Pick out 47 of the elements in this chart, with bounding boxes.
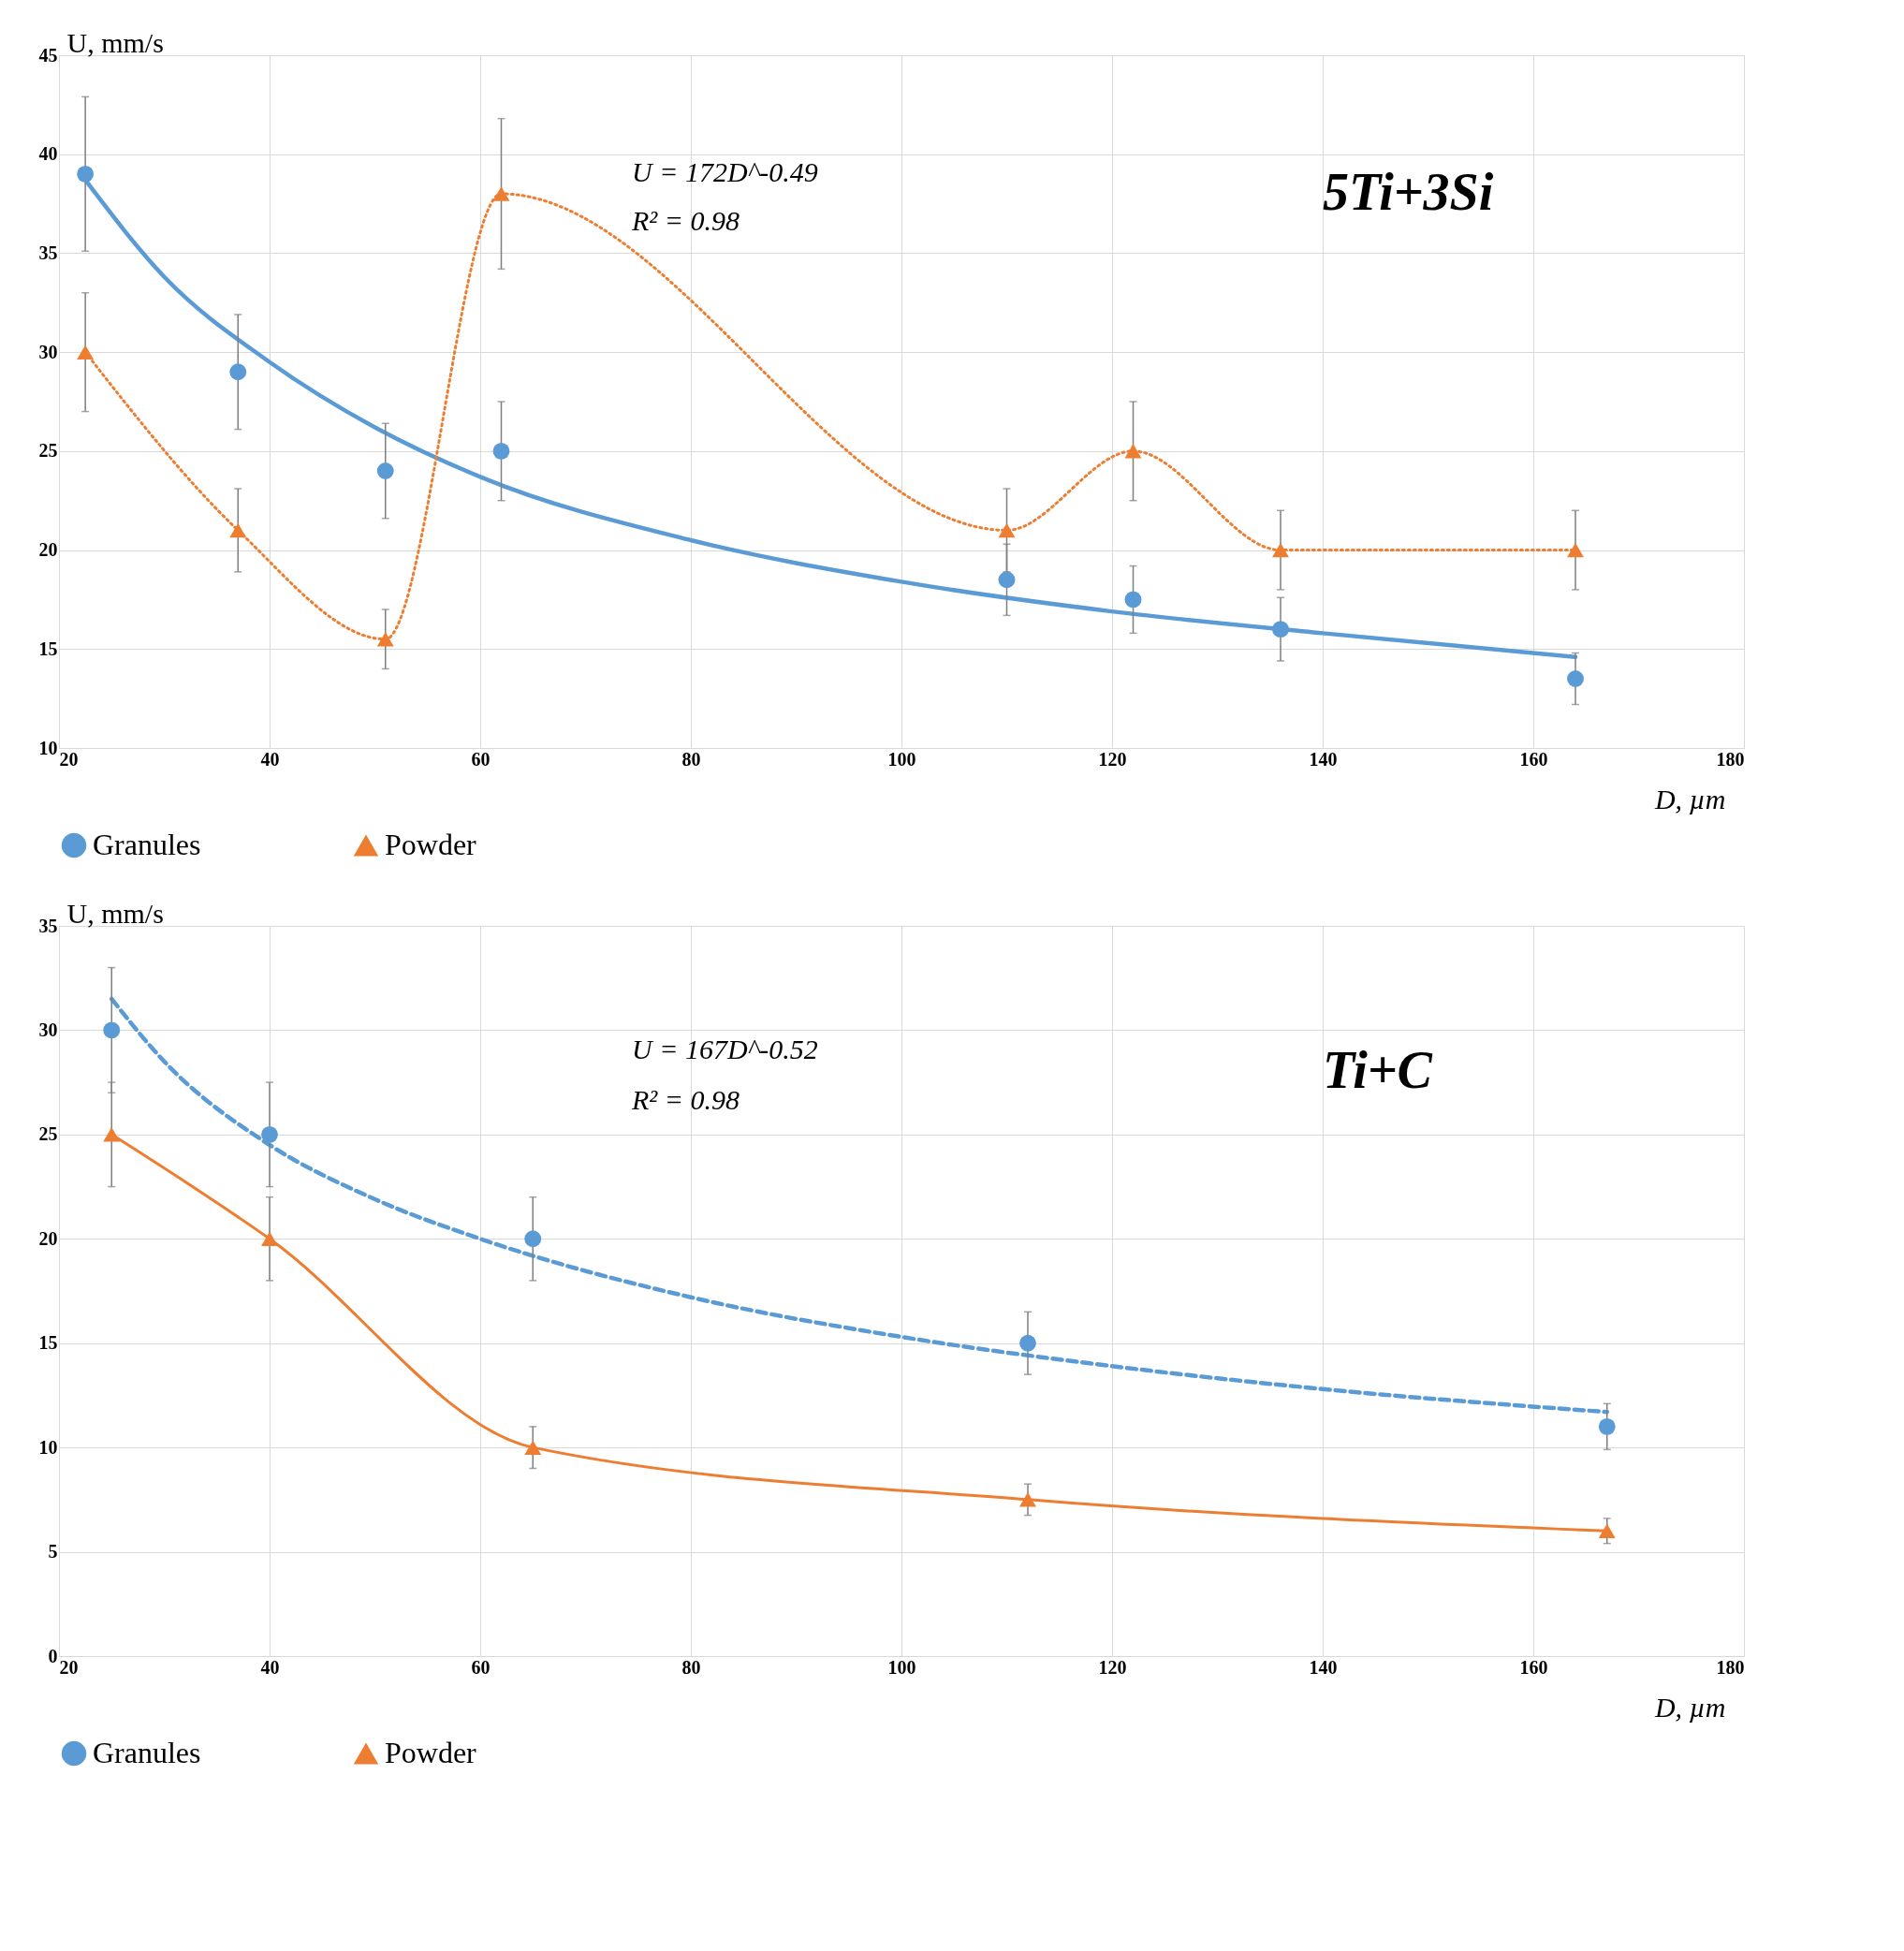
y-tick-label: 20 bbox=[38, 539, 58, 561]
x-tick-label: 100 bbox=[887, 748, 916, 770]
annotation: 5Ti+3Si bbox=[1323, 163, 1494, 221]
x-tick-label: 40 bbox=[260, 748, 280, 770]
y-tick-label: 0 bbox=[48, 1645, 58, 1666]
y-axis-title: U, mm/s bbox=[66, 897, 164, 929]
x-tick-label: 40 bbox=[260, 1656, 280, 1678]
x-tick-label: 120 bbox=[1098, 748, 1127, 770]
y-tick-label: 30 bbox=[38, 1019, 58, 1040]
y-tick-label: 10 bbox=[38, 1436, 58, 1458]
line-series bbox=[110, 996, 1609, 1415]
legend-label: Powder bbox=[385, 828, 477, 861]
y-axis-title: U, mm/s bbox=[66, 26, 164, 58]
annotation: U = 167D^-0.52 bbox=[632, 1033, 818, 1064]
x-tick-label: 60 bbox=[471, 748, 491, 770]
x-tick-label: 160 bbox=[1519, 748, 1548, 770]
y-tick-label: 10 bbox=[38, 737, 58, 758]
y-tick-label: 15 bbox=[38, 1332, 58, 1354]
x-tick-label: 60 bbox=[471, 1656, 491, 1678]
x-tick-label: 160 bbox=[1519, 1656, 1548, 1678]
x-tick-label: 180 bbox=[1716, 748, 1745, 770]
x-axis-title: D, µm bbox=[1653, 783, 1726, 814]
x-tick-label: 120 bbox=[1098, 1656, 1127, 1678]
annotation: R² = 0.98 bbox=[631, 1084, 740, 1116]
y-tick-label: 15 bbox=[38, 638, 58, 659]
y-tick-label: 20 bbox=[38, 1227, 58, 1249]
y-tick-label: 30 bbox=[38, 341, 58, 362]
annotation: R² = 0.98 bbox=[631, 204, 740, 236]
y-tick-label: 35 bbox=[38, 242, 58, 263]
x-axis-title: D, µm bbox=[1653, 1691, 1726, 1723]
y-tick-label: 25 bbox=[38, 1123, 58, 1145]
x-tick-label: 140 bbox=[1309, 1656, 1338, 1678]
legend-label: Granules bbox=[93, 828, 201, 861]
y-tick-label: 40 bbox=[38, 143, 58, 165]
x-tick-label: 140 bbox=[1309, 748, 1338, 770]
x-tick-label: 100 bbox=[887, 1656, 916, 1678]
x-tick-label: 80 bbox=[681, 748, 701, 770]
x-tick-label: 80 bbox=[681, 1656, 701, 1678]
y-tick-label: 35 bbox=[38, 915, 58, 936]
annotation: Ti+C bbox=[1323, 1041, 1433, 1099]
x-tick-label: 180 bbox=[1716, 1656, 1745, 1678]
annotation: U = 172D^-0.49 bbox=[632, 155, 818, 187]
legend-label: Granules bbox=[93, 1736, 201, 1769]
y-tick-label: 25 bbox=[38, 440, 58, 462]
y-tick-label: 5 bbox=[48, 1541, 58, 1562]
y-tick-label: 45 bbox=[38, 44, 58, 66]
legend-label: Powder bbox=[385, 1736, 477, 1769]
